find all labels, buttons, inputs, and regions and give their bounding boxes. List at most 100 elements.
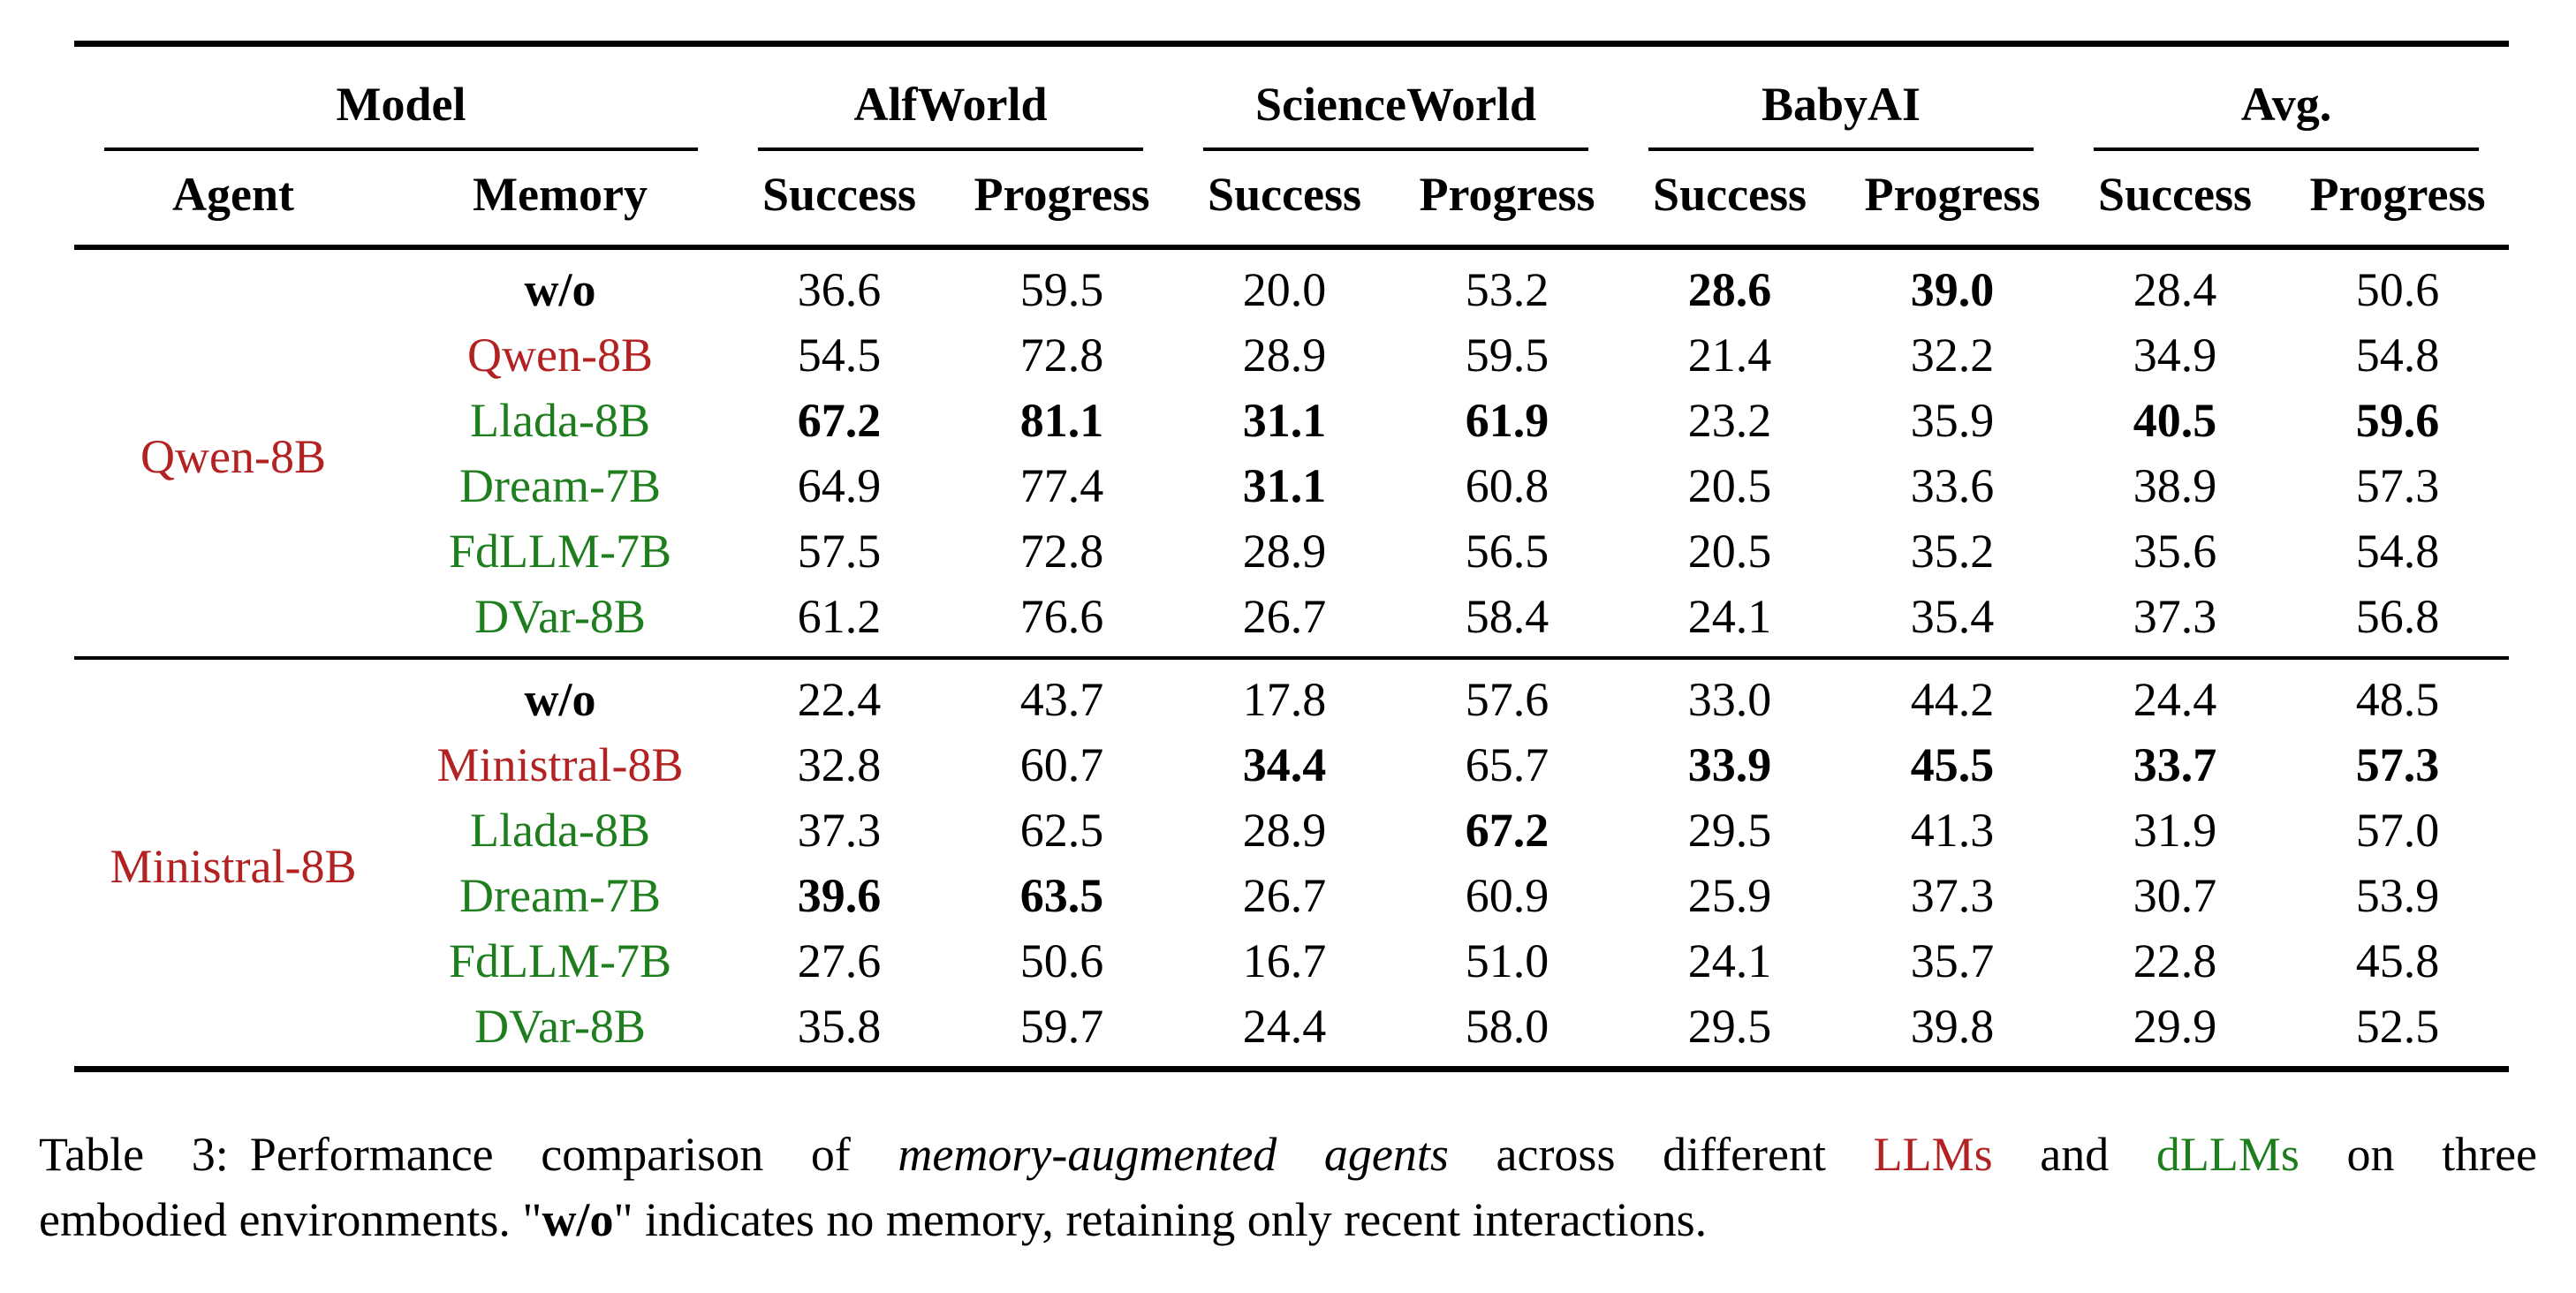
metric-value: 26.7 [1242, 590, 1327, 643]
metric-value: 20.5 [1687, 459, 1772, 512]
metric-value: 37.3 [2133, 590, 2217, 643]
table-caption: Table 3: Performance comparison of memory… [39, 1122, 2537, 1252]
metric-value: 16.7 [1242, 934, 1327, 987]
caption-segment: across different [1448, 1128, 1874, 1181]
metric-value: 59.5 [1465, 329, 1549, 382]
metric-value: 45.5 [1910, 738, 1995, 791]
memory-label: FdLLM-7B [448, 525, 672, 578]
group-avg-underline: Avg. [2094, 70, 2480, 151]
table-row: DVar-8B 35.8 59.7 24.4 58.0 29.5 39.8 29.9 52.5 [74, 994, 2509, 1070]
metric-value: 58.0 [1465, 1000, 1549, 1053]
metric-value: 60.9 [1465, 869, 1549, 922]
subheader-agent: Agent [74, 151, 392, 250]
table-row: Llada-8B 67.2 81.1 31.1 61.9 23.2 35.9 40.5 59.6 [74, 388, 2509, 453]
metric-value: 43.7 [951, 656, 1174, 732]
group-alfworld-underline: AlfWorld [758, 70, 1144, 151]
column-group-model: Model [74, 44, 728, 151]
metric-value: 50.6 [1019, 934, 1104, 987]
metric-value: 72.8 [1019, 329, 1104, 382]
metric-value: 53.9 [2355, 869, 2440, 922]
metric-value: 20.5 [1687, 525, 1772, 578]
metric-value: 54.8 [2355, 329, 2440, 382]
metric-value: 34.9 [2133, 329, 2217, 382]
metric-value: 33.9 [1687, 738, 1772, 791]
metric-value: 22.8 [2133, 934, 2217, 987]
table-row: DVar-8B 61.2 76.6 26.7 58.4 24.1 35.4 37.3 56.8 [74, 584, 2509, 658]
subheader-memory: Memory [392, 151, 729, 250]
caption-segment: LLMs [1873, 1128, 1993, 1181]
metric-value: 31.1 [1242, 459, 1327, 512]
caption-segment: " indicates no memory, retaining only re… [613, 1193, 1708, 1246]
metric-value: 77.4 [1019, 459, 1104, 512]
table-row: Qwen-8B 54.5 72.8 28.9 59.5 21.4 32.2 34.9 54.8 [74, 322, 2509, 388]
table-row: FdLLM-7B 27.6 50.6 16.7 51.0 24.1 35.7 22.8 45.8 [74, 928, 2509, 994]
paper-page: Model AlfWorld ScienceWorld BabyAI [0, 41, 2576, 1293]
metric-value: 25.9 [1687, 869, 1772, 922]
subheader-avg-progress: Progress [2286, 151, 2510, 250]
metric-value: 59.7 [1019, 1000, 1104, 1053]
memory-label: FdLLM-7B [448, 934, 672, 987]
metric-value: 38.9 [2133, 459, 2217, 512]
metric-value: 59.6 [2355, 394, 2440, 447]
metric-value: 28.6 [1687, 263, 1772, 316]
metric-value: 28.9 [1242, 804, 1327, 857]
metric-value: 35.7 [1910, 934, 1995, 987]
metric-value: 54.8 [2355, 525, 2440, 578]
metric-value: 31.9 [2133, 804, 2217, 857]
metric-value: 28.4 [2133, 263, 2217, 316]
metric-value: 22.4 [728, 656, 951, 732]
column-group-alfworld: AlfWorld [728, 44, 1173, 151]
metric-value: 29.5 [1687, 804, 1772, 857]
metric-value: 72.8 [1019, 525, 1104, 578]
metric-value: 61.9 [1465, 394, 1549, 447]
column-group-scienceworld: ScienceWorld [1173, 44, 1618, 151]
metric-value: 39.8 [1910, 1000, 1995, 1053]
subheader-row: Agent Memory Success Progress Success Pr… [74, 151, 2510, 250]
metric-value: 50.6 [2355, 263, 2440, 316]
metric-value: 26.7 [1242, 869, 1327, 922]
column-group-avg: Avg. [2064, 44, 2509, 151]
metric-value: 31.1 [1242, 394, 1327, 447]
table-row: Ministral-8B w/o 22.4 43.7 17.8 57.6 33.0 44.2 2… [74, 656, 2510, 1070]
memory-label: Dream-7B [459, 869, 661, 922]
caption-segment: Performance comparison of [249, 1128, 898, 1181]
metric-value: 20.0 [1242, 263, 1327, 316]
caption-segment: w/o [542, 1193, 614, 1246]
metric-value: 35.6 [2133, 525, 2217, 578]
metric-value: 34.4 [1242, 738, 1327, 791]
table-row: Llada-8B 37.3 62.5 28.9 67.2 29.5 41.3 31.9 57.0 [74, 798, 2509, 863]
metric-value: 63.5 [1019, 869, 1104, 922]
metric-value: 35.8 [797, 1000, 882, 1053]
metric-value: 39.6 [797, 869, 882, 922]
metric-value: 39.0 [1910, 263, 1995, 316]
table-row: Dream-7B 39.6 63.5 26.7 60.9 25.9 37.3 30.7 53.9 [74, 863, 2509, 928]
memory-label: Qwen-8B [467, 329, 653, 382]
caption-segment: Table 3: [39, 1128, 229, 1181]
table-row: Ministral-8B 32.8 60.7 34.4 65.7 33.9 45.5 33.7… [74, 732, 2509, 798]
metric-value: 40.5 [2133, 394, 2217, 447]
agent-label: Qwen-8B [140, 430, 326, 483]
memory-label: Dream-7B [459, 459, 661, 512]
memory-label: Llada-8B [470, 394, 650, 447]
metric-value: 23.2 [1687, 394, 1772, 447]
metric-value: 35.2 [1910, 525, 1995, 578]
metric-value: 21.4 [1687, 329, 1772, 382]
metric-value: 24.1 [1687, 934, 1772, 987]
metric-value: 33.0 [1618, 656, 1842, 732]
metric-value: 81.1 [1019, 394, 1104, 447]
metric-value: 76.6 [1019, 590, 1104, 643]
group-scienceworld-label: ScienceWorld [1255, 78, 1537, 131]
memory-label: Ministral-8B [436, 738, 684, 791]
subheader-avg-success: Success [2064, 151, 2287, 250]
metric-value: 32.8 [797, 738, 882, 791]
memory-label: w/o [524, 263, 596, 316]
subheader-alfworld-success: Success [728, 151, 951, 250]
subheader-alfworld-progress: Progress [951, 151, 1174, 250]
metric-value: 57.3 [2355, 738, 2440, 791]
metric-value: 36.6 [797, 263, 882, 316]
metric-value: 59.5 [1019, 263, 1104, 316]
results-table: Model AlfWorld ScienceWorld BabyAI [74, 41, 2510, 1072]
metric-value: 58.4 [1465, 590, 1549, 643]
metric-value: 48.5 [2286, 656, 2510, 732]
subheader-babyai-success: Success [1618, 151, 1842, 250]
